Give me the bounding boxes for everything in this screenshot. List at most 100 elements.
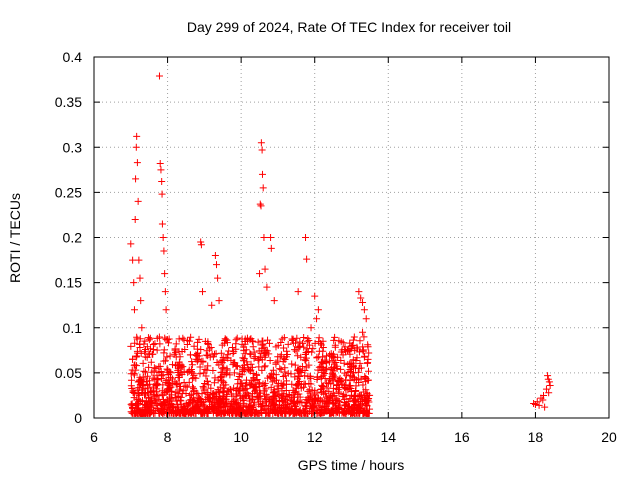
data-point [345, 346, 353, 354]
data-point [205, 345, 213, 353]
data-point [535, 401, 543, 409]
data-point [308, 396, 316, 404]
data-point [130, 371, 138, 379]
data-point [240, 364, 248, 372]
y-tick-label: 0.3 [63, 139, 83, 155]
data-point [316, 396, 324, 404]
data-point [177, 364, 185, 372]
data-point [255, 379, 263, 387]
data-point [355, 391, 363, 399]
data-point [272, 343, 280, 351]
data-point [359, 298, 367, 306]
data-point [329, 352, 337, 360]
data-point [135, 377, 143, 385]
data-point [274, 357, 282, 365]
data-point [155, 72, 163, 80]
data-point [291, 361, 299, 369]
data-point [223, 336, 231, 344]
data-point [133, 132, 141, 140]
data-point [153, 334, 161, 342]
x-tick-label: 18 [528, 429, 544, 445]
data-point [129, 355, 137, 363]
data-point [194, 355, 202, 363]
data-point [139, 359, 147, 367]
data-point [256, 393, 264, 401]
data-point [228, 398, 236, 406]
data-point [158, 372, 166, 380]
data-point [130, 279, 138, 287]
data-point [158, 390, 166, 398]
data-point [256, 200, 264, 208]
data-point [196, 363, 204, 371]
data-point [134, 197, 142, 205]
data-point [332, 358, 340, 366]
data-point [264, 374, 272, 382]
data-point [228, 344, 236, 352]
data-point [165, 339, 173, 347]
data-point [352, 387, 360, 395]
data-point [194, 338, 202, 346]
data-point [173, 401, 181, 409]
data-point [208, 301, 216, 309]
data-point [361, 352, 369, 360]
data-point [289, 339, 297, 347]
data-point [190, 374, 198, 382]
data-point [242, 409, 250, 417]
data-point [183, 340, 191, 348]
data-point [167, 395, 175, 403]
data-point [243, 334, 251, 342]
data-point [190, 342, 198, 350]
data-point [150, 364, 158, 372]
data-point [351, 347, 359, 355]
data-point [330, 373, 338, 381]
data-point [144, 400, 152, 408]
data-point [329, 369, 337, 377]
data-point [323, 384, 331, 392]
data-point [225, 347, 233, 355]
data-point [209, 366, 217, 374]
data-point [264, 393, 272, 401]
data-point [212, 261, 220, 269]
data-point [252, 386, 260, 394]
data-point [315, 334, 323, 342]
data-point [224, 354, 232, 362]
data-point [253, 408, 261, 416]
data-point [313, 315, 321, 323]
data-point [334, 397, 342, 405]
data-point [188, 358, 196, 366]
data-point [144, 388, 152, 396]
data-point [288, 380, 296, 388]
data-point [204, 381, 212, 389]
data-point [280, 344, 288, 352]
data-point [320, 371, 328, 379]
data-point [203, 366, 211, 374]
data-point [161, 288, 169, 296]
data-point [253, 371, 261, 379]
data-point [246, 380, 254, 388]
data-point [273, 382, 281, 390]
data-point [530, 400, 538, 408]
data-point [129, 256, 137, 264]
data-point [307, 392, 315, 400]
axis-tick-labels: 6 8 10 12 14 16 18 20 0 0.05 0.1 0.15 0.2 0.25 0.3 0.35… [55, 49, 617, 445]
data-point [141, 337, 149, 345]
data-point [279, 358, 287, 366]
data-point [147, 358, 155, 366]
data-point [317, 409, 325, 417]
data-point [239, 356, 247, 364]
data-point [172, 348, 180, 356]
data-point [161, 406, 169, 414]
data-point [140, 367, 148, 375]
data-point [221, 335, 229, 343]
data-point [350, 397, 358, 405]
data-point [359, 346, 367, 354]
data-point [307, 324, 315, 332]
data-point [196, 370, 204, 378]
data-point [183, 383, 191, 391]
data-point [131, 339, 139, 347]
data-point [129, 387, 137, 395]
data-point [197, 409, 205, 417]
data-point [145, 336, 153, 344]
data-point [130, 306, 138, 314]
data-point [239, 394, 247, 402]
